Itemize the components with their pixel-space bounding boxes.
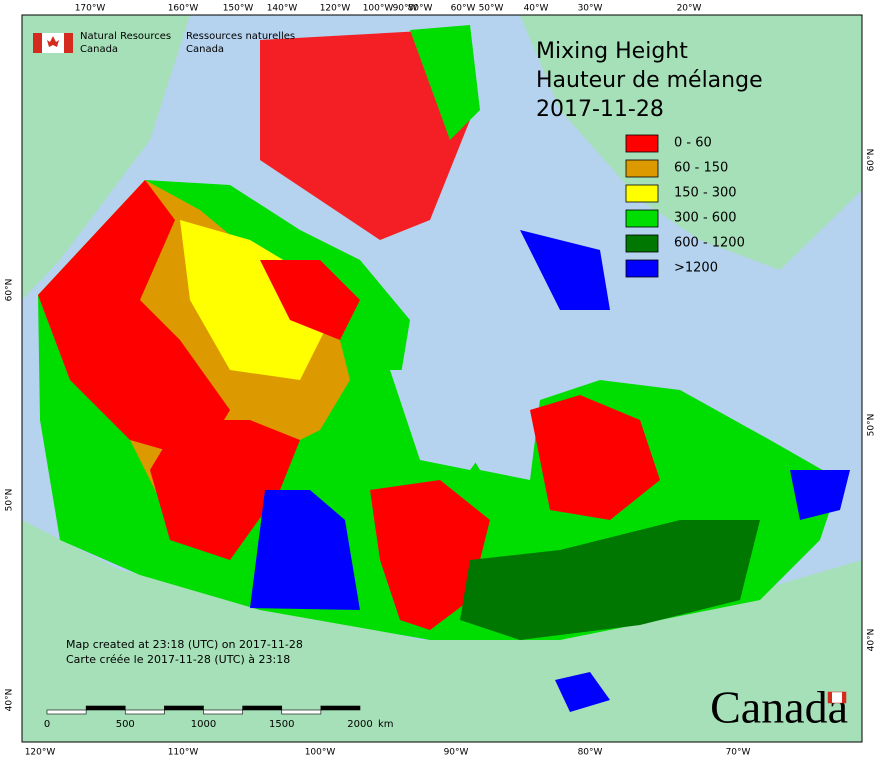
scale-segment	[124, 709, 165, 715]
map-title: Mixing Height	[536, 39, 688, 64]
legend-label: 150 - 300	[674, 186, 737, 201]
graticule-label: 50°N	[5, 489, 15, 512]
scale-segment	[242, 705, 283, 711]
graticule-label: 70°W	[726, 748, 751, 758]
graticule-label: 150°W	[223, 4, 254, 14]
legend-swatch	[625, 159, 659, 178]
legend-label: 0 - 60	[674, 136, 712, 151]
zone	[410, 25, 480, 140]
graticule-label: 120°W	[25, 748, 56, 758]
zone	[370, 480, 490, 630]
legend-swatch	[625, 209, 659, 228]
zone	[790, 470, 850, 520]
graticule-label: 60°W	[451, 4, 476, 14]
legend-label: 600 - 1200	[674, 236, 745, 251]
scale-segment	[164, 705, 204, 711]
graticule-label: 100°W	[363, 4, 394, 14]
wordmark-flag	[827, 691, 847, 704]
graticule-label: 40°W	[524, 4, 549, 14]
zone	[520, 230, 610, 310]
greenland	[520, 15, 862, 270]
scale-segment	[85, 705, 126, 711]
flag-bar	[828, 692, 832, 703]
map-title: Hauteur de mélange	[536, 68, 763, 93]
flag-bar	[842, 692, 846, 703]
map-frame	[21, 14, 863, 743]
maple-leaf	[47, 36, 59, 47]
legend-swatch	[625, 234, 659, 253]
agency-name: Canada	[186, 44, 224, 55]
footnote: Map created at 23:18 (UTC) on 2017-11-28	[66, 638, 303, 651]
legend-swatch	[625, 134, 659, 153]
legend-label: 300 - 600	[674, 211, 737, 226]
zone	[150, 420, 300, 560]
mixing-height-field	[38, 25, 850, 712]
legend-swatch	[625, 259, 659, 278]
legend-swatch	[625, 184, 659, 203]
arctic-islands	[260, 30, 470, 240]
map-date: 2017-11-28	[536, 97, 664, 122]
flag-bar	[33, 33, 42, 53]
zone	[180, 220, 330, 380]
graticule-label: 80°W	[408, 4, 433, 14]
scale-label: 500	[116, 719, 135, 730]
scale-label: 0	[44, 719, 50, 730]
graticule-label: 140°W	[267, 4, 298, 14]
graticule-label: 60°N	[867, 149, 877, 172]
scale-segment	[281, 709, 322, 715]
scale-label: 2000	[347, 719, 372, 730]
graticule-label: 90°W	[393, 4, 418, 14]
graticule-label: 100°W	[305, 748, 336, 758]
graticule-label: 110°W	[168, 748, 199, 758]
agency-name: Canada	[80, 44, 118, 55]
graticule-label: 90°W	[444, 748, 469, 758]
graticule-label: 50°W	[479, 4, 504, 14]
flag-bar	[64, 33, 73, 53]
graticule-label: 30°W	[578, 4, 603, 14]
zone	[250, 490, 360, 610]
agency-name: Ressources naturelles	[186, 31, 295, 42]
graticule-label: 160°W	[168, 4, 199, 14]
graticule-label: 40°N	[867, 629, 877, 652]
zone	[530, 395, 660, 520]
agency-name: Natural Resources	[80, 31, 171, 42]
scale-label: 1000	[191, 719, 216, 730]
scale-segment	[203, 709, 243, 715]
legend-label: 60 - 150	[674, 161, 728, 176]
zone	[460, 520, 760, 640]
graticule-label: 40°N	[5, 689, 15, 712]
zone	[555, 672, 610, 712]
nrcan-flag	[33, 33, 73, 53]
scale-segment	[46, 709, 87, 715]
scale-unit: km	[378, 719, 394, 730]
canada-wordmark: Canada	[710, 682, 848, 733]
alaska	[22, 15, 190, 300]
graticule-label: 80°W	[578, 748, 603, 758]
hudson-bay	[390, 370, 500, 470]
graticule-label: 120°W	[320, 4, 351, 14]
graticule-label: 60°N	[5, 279, 15, 302]
graticule-label: 50°N	[867, 414, 877, 437]
scale-segment	[320, 705, 361, 711]
scale-label: 1500	[269, 719, 294, 730]
zone	[38, 180, 230, 460]
graticule-label: 170°W	[75, 4, 106, 14]
zone	[260, 260, 360, 340]
footnote: Carte créée le 2017-11-28 (UTC) à 23:18	[66, 653, 290, 666]
united-states	[22, 520, 862, 742]
legend-label: >1200	[674, 261, 718, 276]
graticule-label: 20°W	[677, 4, 702, 14]
